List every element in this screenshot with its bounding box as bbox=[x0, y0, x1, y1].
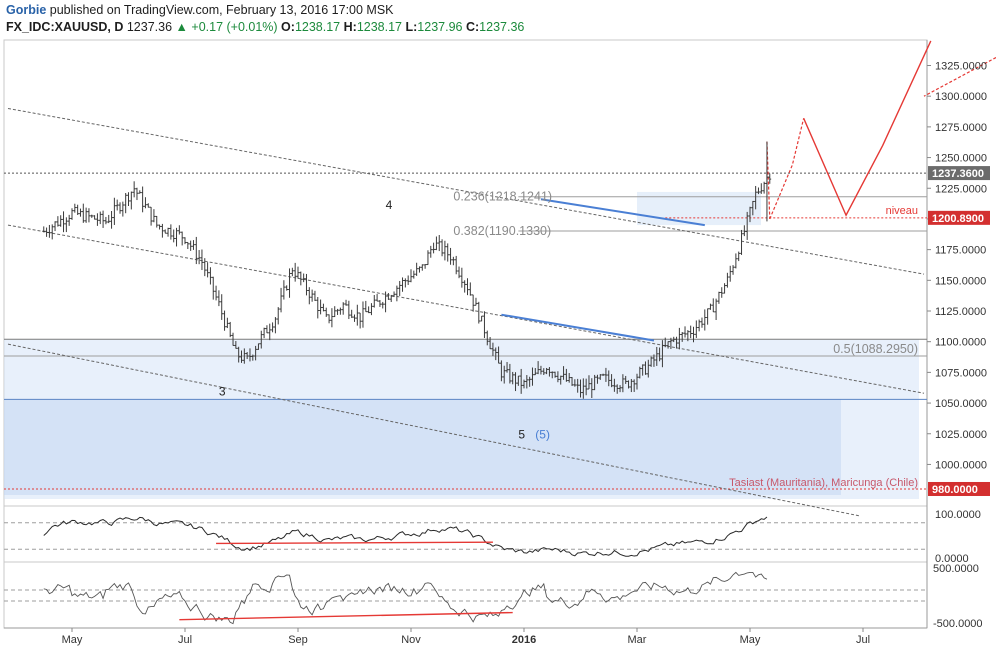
close-label: C: bbox=[465, 20, 480, 34]
support-label: Tasiast (Mauritania), Maricunga (Chile) bbox=[729, 477, 918, 489]
high-label: H: bbox=[343, 20, 357, 34]
osc1-line[interactable] bbox=[43, 516, 768, 557]
osc2-line[interactable] bbox=[43, 571, 768, 625]
niveau-label: niveau bbox=[886, 205, 918, 217]
symbol-name[interactable]: FX_IDC:XAUUSD, D bbox=[6, 20, 124, 34]
fib-0236-label: 0.236(1218.1241) bbox=[453, 190, 552, 204]
publish-info: published on TradingView.com, February 1… bbox=[49, 3, 394, 17]
price-tick-label: 1300.0000 bbox=[935, 91, 987, 103]
oscillator-2-pane[interactable] bbox=[3, 561, 928, 629]
projection-far-dashed[interactable] bbox=[923, 41, 996, 97]
symbol-line: FX_IDC:XAUUSD, D 1237.36 ▲ +0.17 (+0.01%… bbox=[6, 19, 524, 35]
price-change: +0.17 (+0.01%) bbox=[191, 20, 278, 34]
osc2-tick-label: -500.0000 bbox=[933, 618, 983, 630]
price-tick-label: 1100.0000 bbox=[935, 337, 986, 349]
wave-5-label: 5 bbox=[518, 428, 525, 442]
trendline-upper[interactable] bbox=[540, 198, 705, 227]
price-tick-label: 1050.0000 bbox=[935, 398, 987, 410]
price-tick-label: 1125.0000 bbox=[935, 306, 986, 318]
time-tick-label: Sep bbox=[288, 634, 308, 646]
wave-4-label: 4 bbox=[386, 198, 393, 212]
osc2-divergence-line[interactable] bbox=[179, 611, 513, 621]
price-tick-label: 1025.0000 bbox=[935, 429, 987, 441]
niveau-price-tag: 1200.8900 bbox=[932, 213, 984, 225]
wave-5-paren-label: (5) bbox=[535, 428, 550, 442]
publisher-line: Gorbie published on TradingView.com, Feb… bbox=[6, 2, 394, 18]
low-value: 1237.96 bbox=[417, 20, 463, 34]
osc1-tick-label: 0.0000 bbox=[935, 553, 969, 565]
fib-0382-label: 0.382(1190.1330) bbox=[453, 224, 551, 238]
time-tick-label: Nov bbox=[401, 634, 421, 646]
open-label: O: bbox=[281, 20, 295, 34]
osc2-tick-label: 500.0000 bbox=[933, 563, 979, 575]
time-tick-label: May bbox=[62, 634, 83, 646]
wave-3-label: 3 bbox=[219, 385, 226, 399]
projection-dashed-path[interactable] bbox=[769, 118, 805, 220]
time-tick-label: Mar bbox=[628, 634, 647, 646]
price-tick-label: 1325.0000 bbox=[935, 61, 987, 73]
trendline-lower[interactable] bbox=[501, 313, 655, 342]
price-tick-label: 1175.0000 bbox=[935, 245, 986, 257]
price-tick-label: 1225.0000 bbox=[935, 183, 987, 195]
up-arrow-icon: ▲ bbox=[175, 20, 188, 34]
target-zone-rect[interactable] bbox=[637, 191, 761, 226]
high-value: 1238.17 bbox=[356, 20, 402, 34]
close-value: 1237.36 bbox=[479, 20, 525, 34]
osc1-tick-label: 100.0000 bbox=[935, 509, 981, 521]
demand-zone-inner-rect[interactable] bbox=[4, 399, 841, 495]
price-tick-label: 1000.0000 bbox=[935, 459, 987, 471]
support-price-tag: 980.0000 bbox=[932, 484, 978, 496]
projection-solid-path[interactable] bbox=[803, 40, 932, 217]
support-price-tag-bg bbox=[928, 481, 990, 496]
low-label: L: bbox=[405, 20, 418, 34]
channel-upper-line[interactable] bbox=[7, 107, 925, 275]
price-tick-label: 1150.0000 bbox=[935, 275, 986, 287]
niveau-price-tag-bg bbox=[928, 210, 990, 225]
price-tick-label: 1075.0000 bbox=[935, 367, 987, 379]
price-tick-label: 1250.0000 bbox=[935, 153, 987, 165]
price-tick-label: 1275.0000 bbox=[935, 122, 987, 134]
open-value: 1238.17 bbox=[294, 20, 341, 34]
time-tick-label: 2016 bbox=[512, 634, 536, 646]
channel-middle-line[interactable] bbox=[7, 224, 925, 394]
time-tick-label: May bbox=[740, 634, 761, 646]
time-tick-label: Jul bbox=[178, 634, 192, 646]
time-tick-label: Jul bbox=[856, 634, 870, 646]
oscillator-1-pane[interactable] bbox=[3, 505, 928, 563]
author-name[interactable]: Gorbie bbox=[6, 3, 47, 17]
fib-05-label: 0.5(1088.2950) bbox=[833, 342, 918, 356]
osc1-divergence-line[interactable] bbox=[216, 541, 493, 545]
last-price: 1237.36 bbox=[126, 20, 173, 34]
last-price-tag-bg bbox=[928, 166, 990, 181]
last-price-tag: 1237.3600 bbox=[932, 168, 984, 180]
